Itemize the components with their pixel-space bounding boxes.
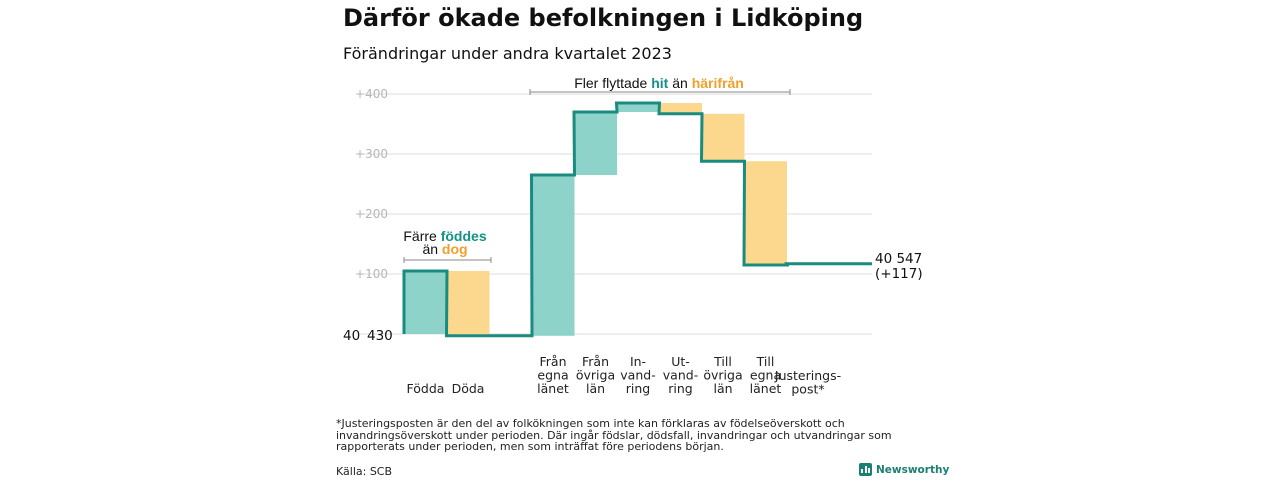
source-label: Källa: SCB bbox=[336, 465, 393, 478]
category-label-line: Till bbox=[713, 354, 732, 369]
chart-title: Därför ökade befolkningen i Lidköping bbox=[343, 4, 864, 32]
end-change-label: (+117) bbox=[875, 266, 923, 282]
category-label-line: Från bbox=[539, 354, 566, 369]
category-label: Födda bbox=[407, 381, 445, 396]
decrease-bar bbox=[744, 161, 787, 265]
start-value-label: 430 bbox=[367, 328, 393, 344]
y-tick-label: +100 bbox=[355, 267, 388, 281]
y-tick-label: +200 bbox=[355, 207, 388, 221]
category-label-line: Justerings- bbox=[774, 368, 841, 383]
decrease-bar bbox=[701, 113, 745, 162]
y-tick-label: +400 bbox=[355, 87, 388, 101]
annotation-highlight: dog bbox=[442, 241, 468, 257]
chart-subtitle: Förändringar under andra kvartalet 2023 bbox=[343, 44, 672, 63]
cumulative-step-line bbox=[402, 101, 872, 338]
brand-logo: Newsworthy bbox=[859, 463, 949, 476]
start-value-label: 40 bbox=[343, 328, 360, 344]
step-line bbox=[402, 101, 872, 338]
increase-bar bbox=[616, 103, 660, 112]
category-label-line: egna bbox=[537, 368, 568, 383]
category-label-line: län bbox=[586, 381, 605, 396]
category-label-line: Ut- bbox=[671, 354, 690, 369]
category-label-line: länet bbox=[537, 381, 569, 396]
increase-bar bbox=[404, 271, 447, 334]
brand-name: Newsworthy bbox=[876, 463, 950, 476]
category-label-line: Födda bbox=[407, 381, 445, 396]
migration-annotation: Fler flyttade hit än härifrån bbox=[529, 75, 791, 95]
end-value-label: 40 547 bbox=[875, 251, 922, 267]
category-label-line: vand- bbox=[663, 368, 698, 383]
category-label-line: län bbox=[713, 381, 732, 396]
category-label-line: In- bbox=[630, 354, 646, 369]
category-label-line: Döda bbox=[452, 381, 485, 396]
category-label-line: övriga bbox=[703, 368, 742, 383]
annotation-text: än bbox=[668, 75, 691, 91]
category-label-line: länet bbox=[750, 381, 782, 396]
annotation-highlight: härifrån bbox=[692, 75, 744, 91]
y-tick-label: +300 bbox=[355, 147, 388, 161]
increase-bar bbox=[531, 175, 575, 336]
category-label-line: vand- bbox=[620, 368, 655, 383]
category-label: Justerings-post* bbox=[774, 368, 841, 397]
category-label-line: post* bbox=[791, 382, 824, 397]
annotation-highlight: föddes bbox=[441, 228, 487, 244]
category-label-line: övriga bbox=[576, 368, 615, 383]
increase-bar bbox=[574, 112, 617, 175]
footnote: *Justeringsposten är den del av folkökni… bbox=[336, 417, 892, 453]
annotation-text: Fler flyttade bbox=[574, 75, 651, 91]
svg-text:Fler flyttade hit än härifrån: Fler flyttade hit än härifrån bbox=[574, 75, 744, 91]
annotation-highlight: hit bbox=[651, 75, 668, 91]
waterfall-bars bbox=[404, 103, 787, 336]
annotation-text: Färre bbox=[403, 228, 440, 244]
category-label: In-vand-ring bbox=[620, 354, 655, 396]
y-axis-ticks: +100 +200 +300 +400 bbox=[355, 87, 388, 281]
svg-text:Färre föddes: Färre föddes bbox=[403, 228, 486, 244]
svg-text:än dog: än dog bbox=[422, 241, 467, 257]
annotation-text: än bbox=[422, 241, 441, 257]
category-label-line: egna bbox=[750, 368, 781, 383]
category-label: Från egna länet bbox=[537, 354, 569, 396]
category-label: Till övriga län bbox=[703, 354, 742, 396]
category-label: Ut-vand-ring bbox=[663, 354, 698, 396]
category-label-line: ring bbox=[668, 381, 692, 396]
category-label-line: Till bbox=[756, 354, 775, 369]
category-label: Till egna länet bbox=[750, 354, 782, 396]
newsworthy-logo-icon bbox=[859, 463, 872, 476]
category-label: Döda bbox=[452, 381, 485, 396]
decrease-bar bbox=[659, 103, 702, 114]
category-label-line: ring bbox=[626, 381, 650, 396]
decrease-bar bbox=[446, 271, 490, 336]
births-deaths-annotation: Färre föddes än dog bbox=[403, 228, 492, 263]
category-label-line: Från bbox=[582, 354, 609, 369]
category-label: Från övriga län bbox=[576, 354, 615, 396]
